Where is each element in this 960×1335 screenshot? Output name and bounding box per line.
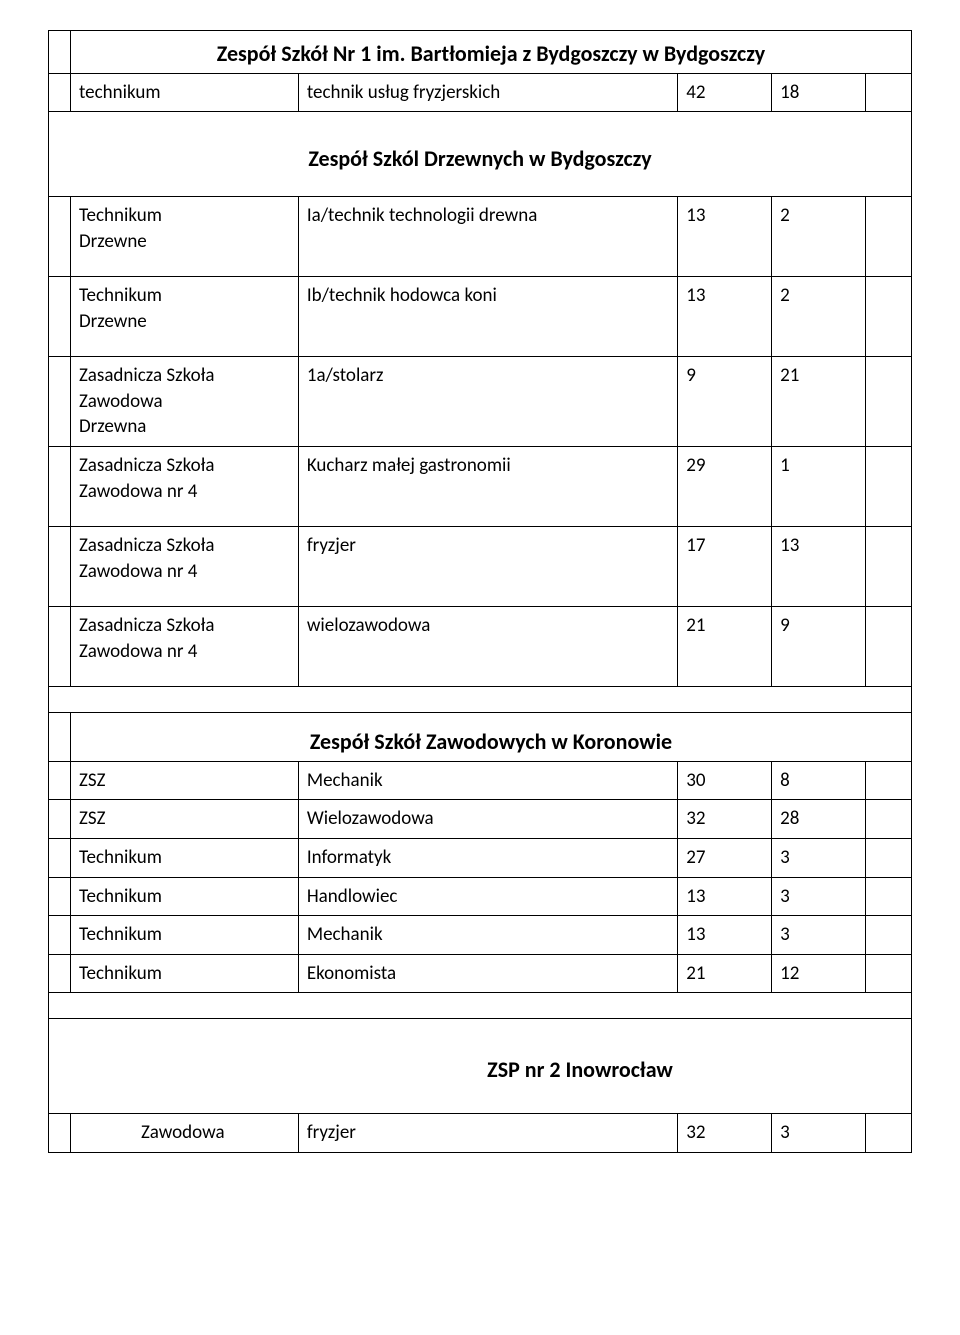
cell-desc: Mechanik <box>298 916 677 955</box>
table-row: Zawodowa fryzjer 32 3 <box>49 1114 912 1153</box>
cell-school: technikum <box>70 73 298 112</box>
cell-n2: 21 <box>772 357 866 447</box>
section-header: Zespół Szkół Zawodowych w Koronowie <box>49 712 912 761</box>
spacer-row <box>49 993 912 1019</box>
cell-n1: 13 <box>678 277 772 357</box>
cell-n1: 21 <box>678 954 772 993</box>
cell-desc: Mechanik <box>298 761 677 800</box>
section-title: ZSP nr 2 Inowrocław <box>49 1019 911 1113</box>
section-header: Zespół Szkól Drzewnych w Bydgoszczy <box>49 112 912 197</box>
cell-desc: wielozawodowa <box>298 606 677 686</box>
cell-n2: 12 <box>772 954 866 993</box>
cell-school: Technikum <box>70 954 298 993</box>
cell-school: Zasadnicza SzkołaZawodowa nr 4 <box>70 526 298 606</box>
cell-n2: 28 <box>772 800 866 839</box>
table-row: ZSZ Mechanik 30 8 <box>49 761 912 800</box>
table-row: Zasadnicza SzkołaZawodowa nr 4 fryzjer 1… <box>49 526 912 606</box>
table-row: Zasadnicza SzkołaZawodowa nr 4 wielozawo… <box>49 606 912 686</box>
cell-n2: 3 <box>772 838 866 877</box>
cell-school: ZSZ <box>70 800 298 839</box>
cell-school: Technikum <box>70 877 298 916</box>
cell-n1: 32 <box>678 800 772 839</box>
spacer-row <box>49 686 912 712</box>
cell-n1: 32 <box>678 1114 772 1153</box>
cell-desc: Ia/technik technologii drewna <box>298 197 677 277</box>
cell-desc: Handlowiec <box>298 877 677 916</box>
cell-n1: 9 <box>678 357 772 447</box>
section-title: Zespół Szkół Nr 1 im. Bartłomieja z Bydg… <box>71 31 911 73</box>
cell-desc: Kucharz małej gastronomii <box>298 446 677 526</box>
cell-n1: 29 <box>678 446 772 526</box>
cell-n2: 2 <box>772 197 866 277</box>
cell-n1: 27 <box>678 838 772 877</box>
cell-desc: Wielozawodowa <box>298 800 677 839</box>
cell-school: TechnikumDrzewne <box>70 277 298 357</box>
cell-desc: 1a/stolarz <box>298 357 677 447</box>
table-row: technikum technik usług fryzjerskich 42 … <box>49 73 912 112</box>
cell-n2: 3 <box>772 1114 866 1153</box>
cell-n1: 30 <box>678 761 772 800</box>
cell-n2: 1 <box>772 446 866 526</box>
cell-n2: 13 <box>772 526 866 606</box>
cell-school: Zasadnicza SzkołaZawodowaDrzewna <box>70 357 298 447</box>
cell-n2: 3 <box>772 916 866 955</box>
cell-school: Technikum <box>70 838 298 877</box>
cell-n2: 8 <box>772 761 866 800</box>
table-row: TechnikumDrzewne Ia/technik technologii … <box>49 197 912 277</box>
table-row: Technikum Informatyk 27 3 <box>49 838 912 877</box>
cell-n1: 13 <box>678 916 772 955</box>
cell-school: Zawodowa <box>70 1114 298 1153</box>
cell-n2: 2 <box>772 277 866 357</box>
section-header: ZSP nr 2 Inowrocław <box>49 1019 912 1114</box>
cell-desc: fryzjer <box>298 526 677 606</box>
cell-desc: Informatyk <box>298 838 677 877</box>
cell-school: Zasadnicza SzkołaZawodowa nr 4 <box>70 446 298 526</box>
cell-desc: Ib/technik hodowca koni <box>298 277 677 357</box>
table-row: Technikum Mechanik 13 3 <box>49 916 912 955</box>
section-title: Zespół Szkól Drzewnych w Bydgoszczy <box>49 136 911 178</box>
cell-school: Zasadnicza SzkołaZawodowa nr 4 <box>70 606 298 686</box>
cell-n1: 13 <box>678 197 772 277</box>
cell-n2: 9 <box>772 606 866 686</box>
cell-n1: 17 <box>678 526 772 606</box>
table-row: Zasadnicza SzkołaZawodowa nr 4 Kucharz m… <box>49 446 912 526</box>
table-row: Zasadnicza SzkołaZawodowaDrzewna 1a/stol… <box>49 357 912 447</box>
cell-school: TechnikumDrzewne <box>70 197 298 277</box>
section-title: Zespół Szkół Zawodowych w Koronowie <box>71 719 911 761</box>
table-row: TechnikumDrzewne Ib/technik hodowca koni… <box>49 277 912 357</box>
cell-desc: Ekonomista <box>298 954 677 993</box>
data-table: Zespół Szkół Nr 1 im. Bartłomieja z Bydg… <box>48 30 912 1153</box>
table-row: ZSZ Wielozawodowa 32 28 <box>49 800 912 839</box>
cell-n1: 21 <box>678 606 772 686</box>
cell-n2: 18 <box>772 73 866 112</box>
cell-n1: 13 <box>678 877 772 916</box>
cell-n2: 3 <box>772 877 866 916</box>
table-row: Technikum Ekonomista 21 12 <box>49 954 912 993</box>
section-header: Zespół Szkół Nr 1 im. Bartłomieja z Bydg… <box>49 31 912 74</box>
document-page: Zespół Szkół Nr 1 im. Bartłomieja z Bydg… <box>0 0 960 1173</box>
cell-desc: fryzjer <box>298 1114 677 1153</box>
cell-n1: 42 <box>678 73 772 112</box>
cell-school: ZSZ <box>70 761 298 800</box>
table-row: Technikum Handlowiec 13 3 <box>49 877 912 916</box>
cell-desc: technik usług fryzjerskich <box>298 73 677 112</box>
cell-school: Technikum <box>70 916 298 955</box>
